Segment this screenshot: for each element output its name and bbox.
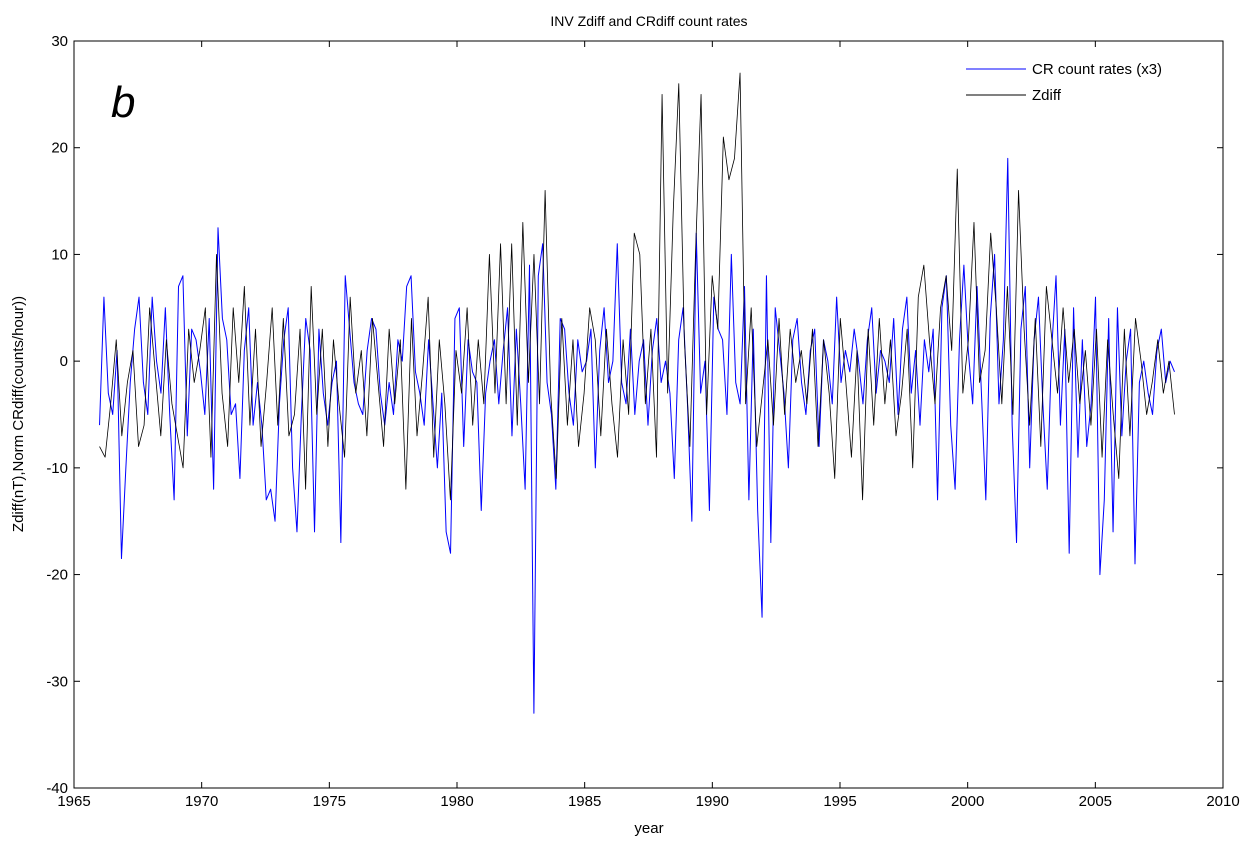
- x-tick-label: 2005: [1079, 793, 1112, 810]
- x-tick-label: 1975: [313, 793, 346, 810]
- plot-lines: [99, 72, 1175, 714]
- panel-letter: b: [111, 78, 135, 127]
- y-tick-label: 0: [60, 353, 68, 370]
- y-tick-label: 30: [51, 33, 68, 50]
- y-tick-label: -20: [46, 567, 68, 584]
- legend: CR count rates (x3) Zdiff: [958, 56, 1218, 107]
- x-tick-label: 1970: [185, 793, 218, 810]
- axis-ticks: 1965 1970 1975 1980 1985 1990 1995 2000 2005 2010…: [46, 33, 1239, 810]
- series-line-zdiff: [99, 72, 1175, 501]
- x-tick-label: 1990: [696, 793, 729, 810]
- x-axis-label: year: [634, 820, 663, 837]
- legend-label-cr: CR count rates (x3): [1032, 61, 1162, 78]
- plot-frame: [73, 40, 1224, 789]
- x-tick-label: 1985: [568, 793, 601, 810]
- y-tick-label: -40: [46, 780, 68, 797]
- legend-box: [958, 56, 1218, 107]
- y-tick-label: -30: [46, 673, 68, 690]
- x-tick-label: 1995: [823, 793, 856, 810]
- x-tick-label: 2000: [951, 793, 984, 810]
- y-axis-label: Zdiff(nT),Norm CRdiff(counts/hour)): [10, 296, 27, 532]
- series-line-cr-count-rates: [99, 157, 1175, 714]
- y-tick-label: -10: [46, 460, 68, 477]
- x-tick-label: 2010: [1206, 793, 1239, 810]
- legend-label-zdiff: Zdiff: [1032, 87, 1062, 104]
- x-tick-label: 1980: [440, 793, 473, 810]
- x-tick-label: 1965: [57, 793, 90, 810]
- y-tick-label: 20: [51, 140, 68, 157]
- y-tick-label: 10: [51, 246, 68, 263]
- chart-title: INV Zdiff and CRdiff count rates: [550, 13, 747, 29]
